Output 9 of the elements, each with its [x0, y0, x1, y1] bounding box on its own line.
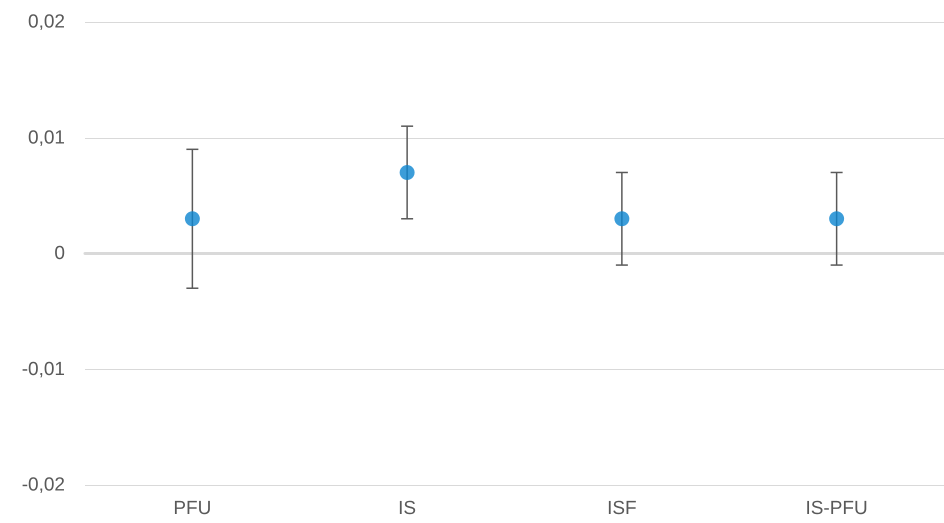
y-tick-label: -0,01 [22, 358, 65, 380]
x-tick-label: IS [398, 498, 416, 519]
y-tick-label: 0 [54, 243, 65, 264]
y-tick-label: 0,01 [28, 127, 65, 148]
x-tick-label: PFU [173, 498, 212, 519]
y-tick-label: 0,02 [28, 12, 65, 32]
y-tick-label: -0,02 [22, 474, 65, 496]
x-tick-label: ISF [607, 498, 637, 519]
x-tick-label: IS-PFU [805, 498, 868, 519]
